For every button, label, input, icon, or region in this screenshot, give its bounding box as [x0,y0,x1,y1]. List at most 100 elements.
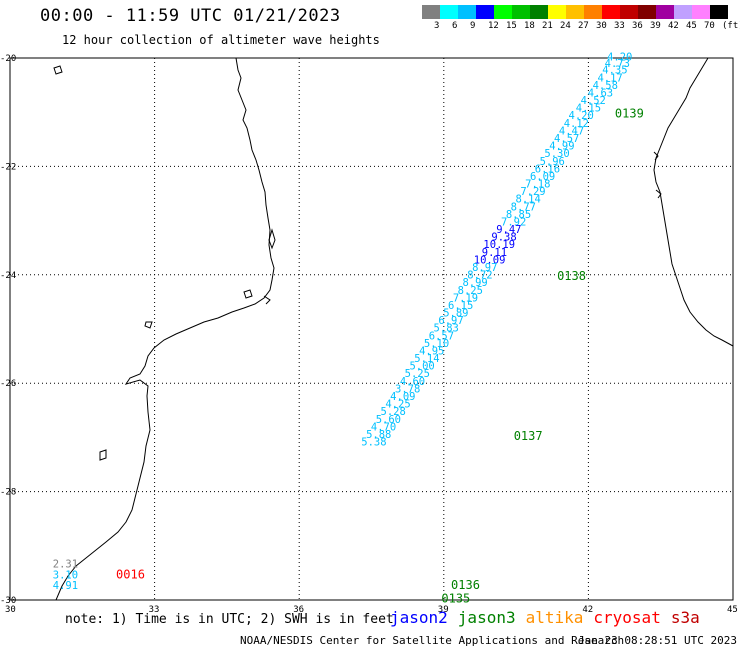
lat-tick-label: -20 [0,54,16,64]
color-swatch [548,5,566,19]
wave-height-label: 8.14 [516,194,541,206]
color-swatch [656,5,674,19]
track-id-label: 0135 [441,592,470,606]
wave-height-label: 4.25 [385,399,410,411]
color-scale-label: 27 [578,21,589,31]
lat-tick-label: -28 [0,488,16,498]
wave-height-label: 4.52 [581,95,606,107]
wave-height-label: 8.72 [467,270,492,282]
lon-tick-label: 33 [149,605,160,615]
wave-height-label: 4.60 [400,376,425,388]
color-scale-label: 15 [506,21,517,31]
wave-height-label: 8.77 [511,201,536,213]
color-scale-label: 42 [668,21,679,31]
color-scale-label: 24 [560,21,571,31]
wave-height-label: 4.95 [419,345,444,357]
page-subtitle: 12 hour collection of altimeter wave hei… [62,33,380,47]
track-id-label: 0139 [615,107,644,121]
wave-height-label: 5.96 [540,156,565,168]
color-scale-label: 70 [704,21,715,31]
wave-height-label: 8.97 [472,262,497,274]
color-swatch [674,5,692,19]
wave-height-label: 4.15 [576,103,601,115]
color-scale-label: 12 [488,21,499,31]
wave-height-label: 6.09 [530,171,555,183]
wave-height-label: 6.97 [438,315,463,327]
color-scale-label: 18 [524,21,535,31]
wave-height-label: 5.83 [434,323,459,335]
color-swatch [512,5,530,19]
axis-tick-labels: 30 33 36 39 42 45 -20 -22 -24 -26 -28 -30 [0,54,738,615]
lat-tick-label: -22 [0,162,16,172]
note-text: note: 1) Time is in UTC; 2) SWH is in fe… [65,612,394,627]
wave-height-label: 3.10 [53,569,78,581]
color-swatch [476,5,494,19]
lat-tick-label: -30 [0,596,16,606]
color-scale-label: 6 [452,21,458,31]
wave-height-label: 4.09 [390,391,415,403]
wave-height-label: 10.19 [483,239,515,251]
wave-height-label: 4.73 [605,58,630,70]
lon-tick-label: 36 [293,605,304,615]
wave-height-label: 6.16 [535,163,560,175]
wave-height-label: 5.89 [443,308,468,320]
credit-text: NOAA/NESDIS Center for Satellite Applica… [240,634,625,647]
wave-height-label: 5.30 [544,148,569,160]
wave-height-label: 6.15 [448,300,473,312]
track-id-label: 0016 [116,567,145,581]
color-swatch [530,5,548,19]
wave-height-points: 4.204.734.354.174.584.634.524.154.204.12… [53,52,633,592]
wave-height-label: 5.10 [424,338,449,350]
satellite-legend: jason2 jason3 altika cryosat s3a [390,608,710,627]
coastlines [53,57,734,601]
wave-height-label: 4.20 [607,52,632,64]
color-scale-label: (ft) [722,21,740,31]
wave-height-label: 4.58 [593,80,618,92]
color-swatch [422,5,440,19]
wave-height-label: 9.11 [482,247,507,259]
lake-2 [144,321,153,329]
color-scale-label: 9 [470,21,476,31]
wave-height-label: 4.47 [559,125,584,137]
color-scale-label: 30 [596,21,607,31]
graticule [10,58,733,600]
wave-height-label: 7.19 [453,292,478,304]
lat-tick-label: -26 [0,379,16,389]
track-id-label: 0137 [514,429,543,443]
lake-1 [243,289,253,299]
madagascar-coastline [653,57,734,347]
lake-3 [99,449,107,461]
lon-tick-label: 39 [438,605,449,615]
wave-height-label: 5.00 [409,361,434,373]
lat-tick-label: -24 [0,271,16,281]
satellite-legend-item: altika [525,608,584,627]
color-scale-label: 3 [434,21,440,31]
wave-height-label: 4.91 [53,580,78,592]
color-scale-label: 33 [614,21,625,31]
color-swatch [602,5,620,19]
track-id-label: 0138 [557,269,586,283]
wave-height-label: 4.12 [564,118,589,130]
wave-height-label: 4.17 [597,72,622,84]
madagascar-detail-1 [653,151,659,161]
track-id-label: 0136 [451,578,480,592]
color-swatch [584,5,602,19]
wave-height-label: 8.85 [506,209,531,221]
wave-height-label: 5.25 [405,368,430,380]
wave-height-label: 5.28 [381,406,406,418]
inland-lake [53,65,63,75]
wave-height-label: 7.92 [501,216,526,228]
color-swatch [710,5,728,19]
wave-height-label: 4.99 [549,141,574,153]
wave-height-label: 8.25 [458,285,483,297]
wave-height-label: 4.70 [371,421,396,433]
wave-height-label: 5.14 [414,353,439,365]
color-swatch [638,5,656,19]
wave-height-label: 10.09 [474,254,506,266]
wave-height-label: 4.35 [602,65,627,77]
wave-height-label: 4.20 [569,110,594,122]
page-title: 00:00 - 11:59 UTC 01/21/2023 [40,6,341,26]
color-scale-label: 21 [542,21,553,31]
